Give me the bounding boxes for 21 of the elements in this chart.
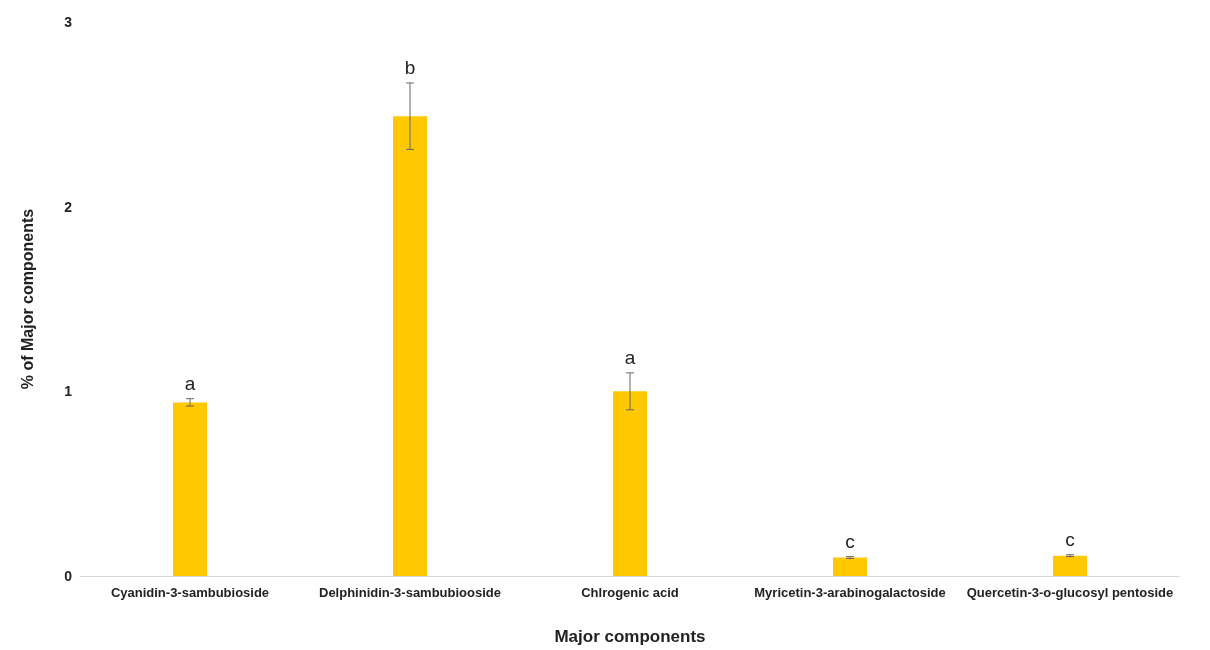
x-tick-label: Quercetin-3-o-glucosyl pentoside [966, 585, 1174, 600]
y-tick-label: 1 [64, 383, 73, 400]
x-tick-label: Cyanidin-3-sambubioside [110, 585, 270, 600]
x-tick-label: Chlrogenic acid [581, 585, 679, 600]
bar [173, 402, 207, 576]
x-axis-title: Major components [554, 627, 706, 646]
y-tick-label: 0 [64, 568, 73, 584]
x-tick-label: Delphinidin-3-sambubiooside [318, 585, 502, 600]
y-axis-title: % of Major components [18, 208, 36, 390]
bar [1053, 555, 1087, 576]
data-label: c [845, 530, 855, 552]
bar [833, 557, 867, 576]
bar [393, 116, 427, 576]
y-tick-label: 2 [64, 198, 73, 215]
bar [613, 391, 647, 576]
data-label: a [624, 346, 636, 368]
y-tick-label: 3 [64, 14, 73, 30]
data-label: b [404, 56, 416, 78]
x-tick-label: Myricetin-3-arabinogalactoside [754, 585, 946, 600]
data-label: a [184, 372, 196, 394]
data-label: c [1065, 528, 1075, 550]
